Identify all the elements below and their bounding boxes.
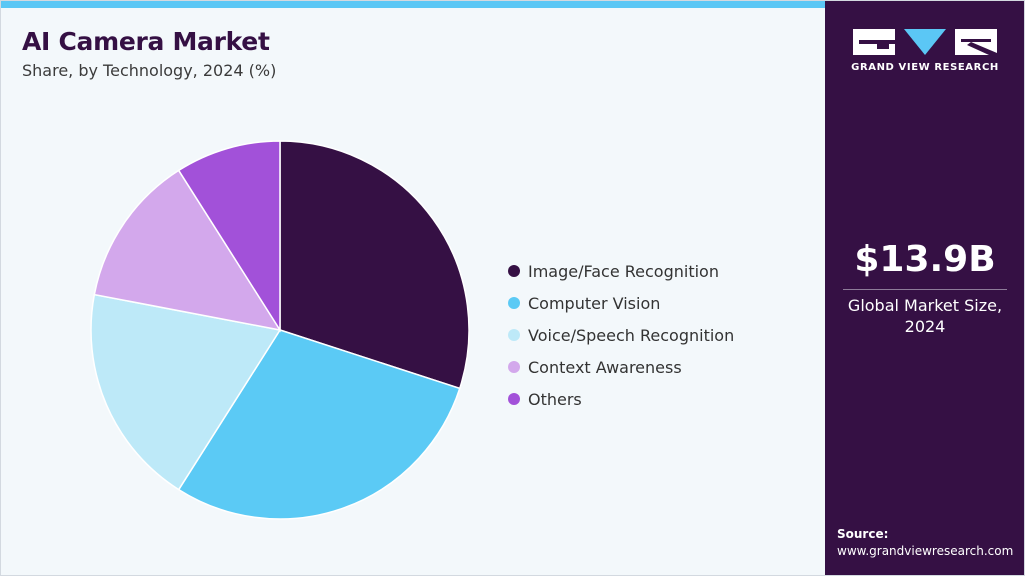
pie-slice-others	[177, 140, 281, 333]
pie-chart	[90, 140, 470, 520]
chart-subtitle: Share, by Technology, 2024 (%)	[22, 61, 277, 80]
legend-swatch	[508, 361, 520, 373]
source-label: Source:	[837, 527, 889, 541]
legend-item: Others	[508, 383, 734, 415]
legend-item: Image/Face Recognition	[508, 255, 734, 287]
legend-swatch	[508, 393, 520, 405]
grand-view-research-logo	[853, 29, 997, 55]
chart-legend: Image/Face Recognition Computer Vision Voi…	[508, 255, 734, 415]
side-panel: GRAND VIEW RESEARCH $13.9B Global Market…	[825, 1, 1024, 575]
legend-label: Others	[528, 389, 582, 409]
legend-swatch	[508, 265, 520, 277]
market-caption-line2: 2024	[904, 317, 946, 336]
legend-label: Voice/Speech Recognition	[528, 325, 735, 345]
market-size-caption: Global Market Size, 2024	[825, 295, 1024, 337]
market-caption-line1: Global Market Size,	[847, 296, 1003, 315]
pie-slice-computer-vision	[177, 329, 461, 520]
divider	[843, 289, 1007, 290]
pie-slice-image-face-recognition	[279, 140, 470, 390]
market-size-value: $13.9B	[854, 239, 996, 280]
legend-label: Computer Vision	[528, 293, 661, 313]
legend-label: Context Awareness	[528, 357, 682, 377]
brand-name: GRAND VIEW RESEARCH	[851, 62, 999, 73]
accent-bar	[1, 1, 825, 8]
legend-swatch	[508, 329, 520, 341]
legend-label: Image/Face Recognition	[528, 261, 719, 281]
legend-item: Voice/Speech Recognition	[508, 319, 734, 351]
legend-swatch	[508, 297, 520, 309]
pie-slice-context-awareness	[93, 169, 282, 332]
chart-title: AI Camera Market	[22, 27, 270, 56]
source-url[interactable]: www.grandviewresearch.com	[837, 544, 1014, 558]
legend-item: Computer Vision	[508, 287, 734, 319]
legend-item: Context Awareness	[508, 351, 734, 383]
pie-slice-voice-speech-recognition	[90, 293, 282, 491]
